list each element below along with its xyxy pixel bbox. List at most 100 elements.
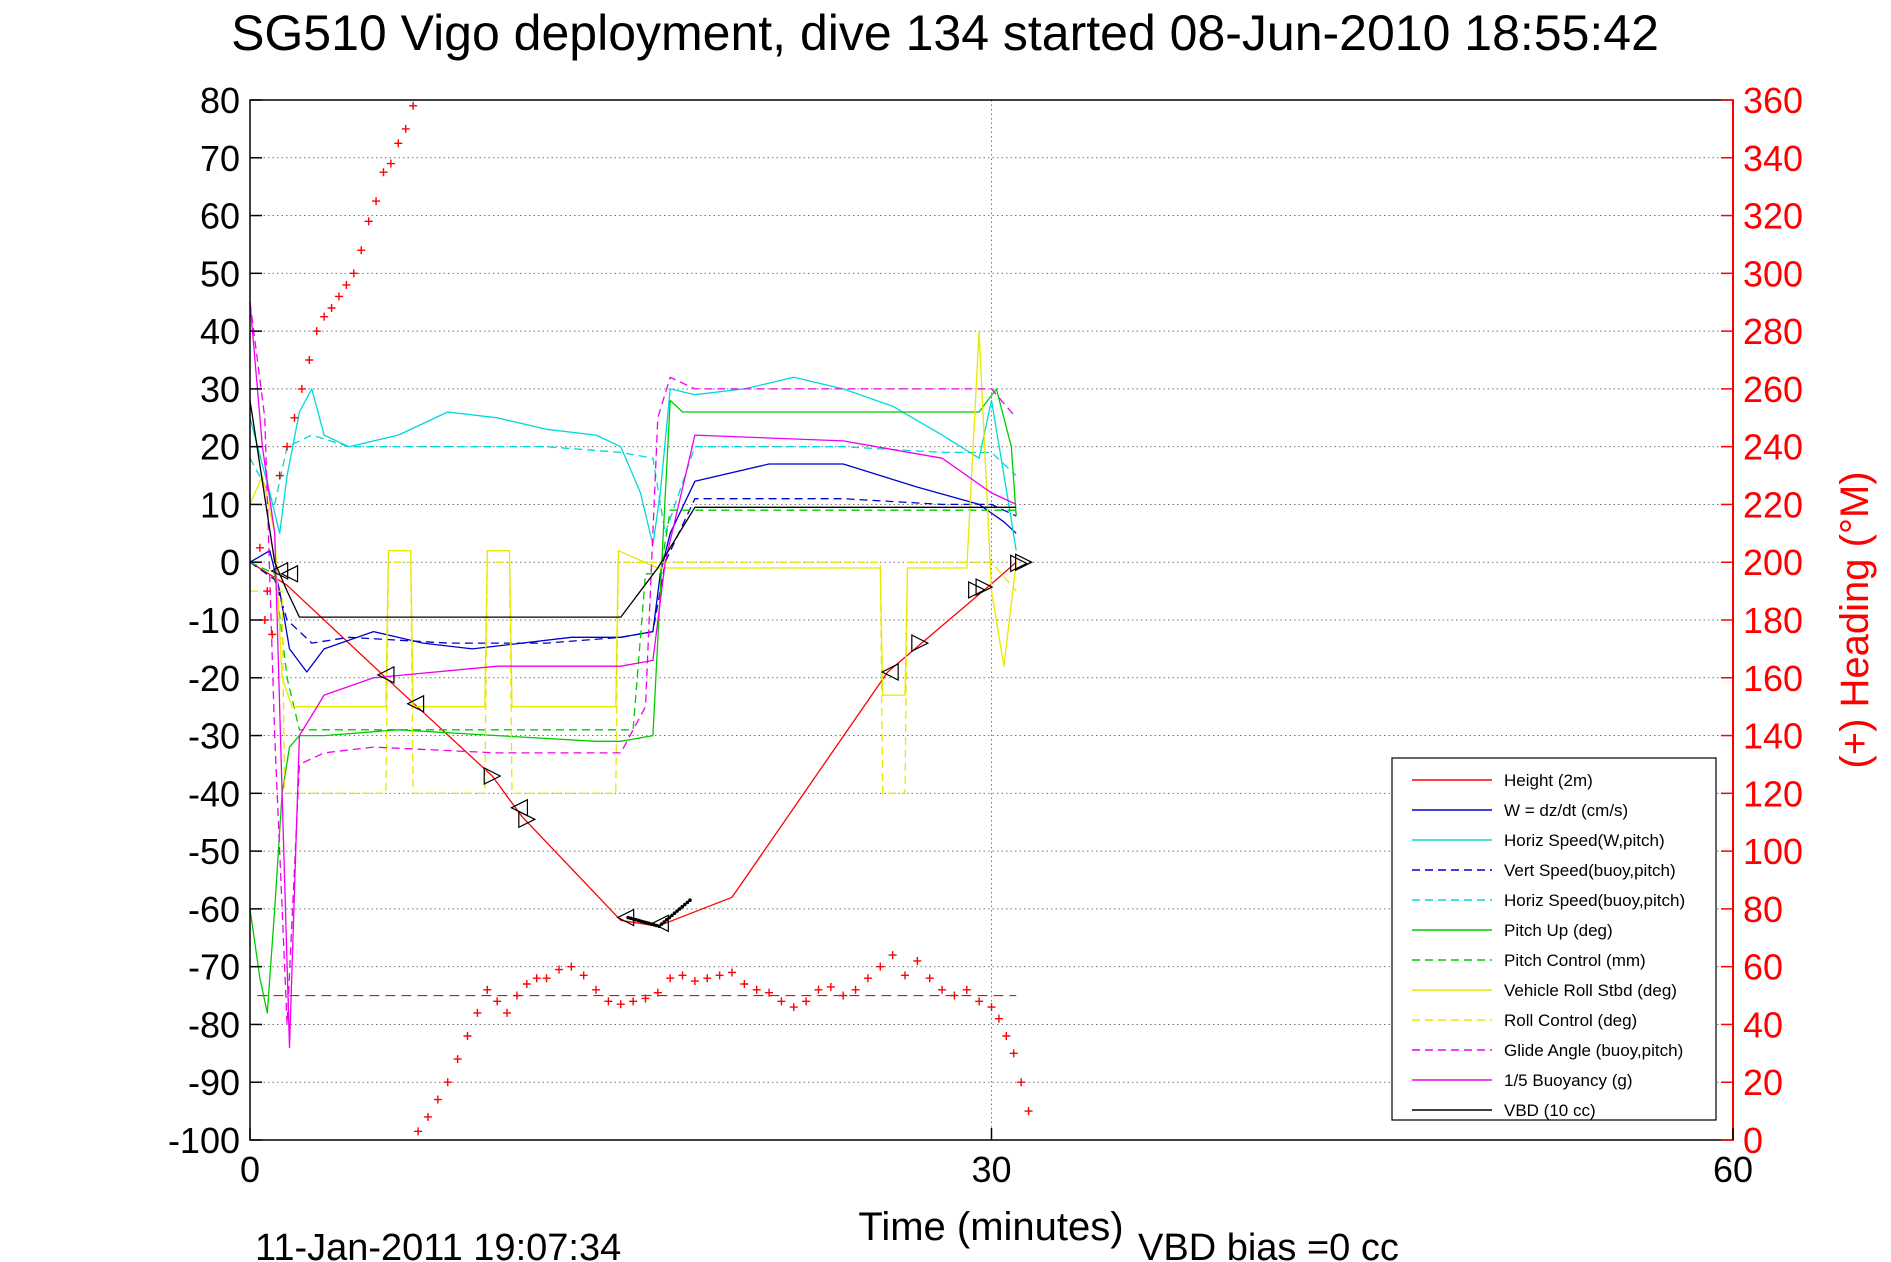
y-tick-label: -10: [188, 600, 240, 641]
y2-tick-label: 200: [1743, 542, 1803, 583]
series-line: [249, 302, 1017, 1026]
heading-point: [987, 1003, 996, 1012]
y-tick-label: 80: [200, 80, 240, 121]
bottom-point: [672, 911, 677, 916]
heading-point: [666, 974, 675, 983]
heading-point: [802, 997, 811, 1006]
gridlines: [250, 100, 1733, 1140]
y2-tick-label: 340: [1743, 138, 1803, 179]
heading-point: [493, 997, 502, 1006]
heading-point: [900, 971, 909, 980]
height-marker: [1010, 554, 1029, 573]
x-axis-label: Time (minutes): [858, 1205, 1123, 1249]
heading-point: [826, 982, 835, 991]
heading-point: [334, 292, 343, 301]
heading-point: [414, 1127, 423, 1136]
y2-tick-label: 360: [1743, 80, 1803, 121]
y-tick-label: -60: [188, 889, 240, 930]
series-line: [249, 376, 1017, 551]
heading-point: [839, 991, 848, 1000]
series-line: [249, 330, 1017, 708]
heading-point: [994, 1014, 1003, 1023]
bottom-point: [657, 924, 661, 929]
y2-tick-label: 180: [1743, 600, 1803, 641]
heading-point: [752, 985, 761, 994]
heading-point: [888, 951, 897, 960]
heading-point: [327, 304, 336, 312]
bottom-point: [662, 920, 667, 924]
height-markers: [270, 553, 1033, 933]
y-tick-label: 60: [200, 196, 240, 237]
heading-point: [255, 543, 264, 552]
height-marker: [376, 665, 395, 684]
heading-point: [268, 630, 277, 639]
heading-point: [423, 1112, 432, 1121]
bottom-point: [675, 909, 679, 913]
y-tick-label: -90: [188, 1062, 240, 1103]
bottom-point: [677, 907, 682, 911]
heading-point: [409, 101, 418, 110]
height-marker: [280, 564, 299, 583]
heading-point: [503, 1008, 512, 1017]
legend-label: Vert Speed(buoy,pitch): [1504, 861, 1676, 880]
bottom-point: [667, 915, 672, 920]
series-lines: [249, 302, 1017, 1049]
heading-point: [579, 971, 588, 980]
legend-label: 1/5 Buoyancy (g): [1504, 1071, 1633, 1090]
heading-point: [592, 985, 601, 994]
legend-label: Pitch Up (deg): [1504, 921, 1613, 940]
heading-point: [567, 962, 576, 971]
heading-point: [876, 962, 885, 971]
bottom-point: [659, 922, 664, 926]
y2-tick-label: 320: [1743, 196, 1803, 237]
heading-point: [616, 1000, 625, 1009]
heading-point: [522, 980, 531, 988]
heading-point: [473, 1008, 482, 1017]
heading-point: [727, 968, 736, 977]
heading-point: [453, 1055, 462, 1064]
legend-label: Horiz Speed(buoy,pitch): [1504, 891, 1685, 910]
y-tick-label: -20: [188, 658, 240, 699]
heading-point: [962, 985, 971, 994]
series-line: [249, 302, 1017, 1049]
y-tick-label: 0: [220, 542, 240, 583]
y-tick-label: 20: [200, 427, 240, 468]
legend-box: [1391, 757, 1717, 1121]
height-marker: [1015, 553, 1033, 572]
heading-point: [342, 280, 351, 289]
heading-point: [715, 971, 724, 980]
series-line: [249, 463, 1017, 673]
y-tick-label: 10: [200, 484, 240, 525]
heading-point: [364, 217, 373, 226]
y2-tick-label: 220: [1743, 484, 1803, 525]
heading-point: [532, 974, 541, 983]
height-marker: [975, 578, 994, 597]
y2-tick-label: 0: [1743, 1120, 1763, 1161]
y-tick-label: 70: [200, 138, 240, 179]
heading-point: [394, 139, 403, 148]
heading-point: [386, 159, 395, 168]
heading-point: [1017, 1078, 1026, 1087]
legend-label: Horiz Speed(W,pitch): [1504, 831, 1665, 850]
height-marker: [880, 663, 899, 681]
height-marker: [483, 767, 502, 785]
y-tick-label: 30: [200, 369, 240, 410]
heading-point: [297, 384, 306, 393]
bottom-point: [688, 898, 692, 903]
series-line: [249, 498, 1017, 644]
heading-point: [777, 997, 786, 1006]
y2-tick-label: 280: [1743, 311, 1803, 352]
x-tick-label: 60: [1713, 1149, 1753, 1190]
heading-point: [275, 471, 284, 480]
right-axis: 3603403203002802602402202001801601401201…: [1721, 80, 1803, 1161]
bottom-point: [664, 917, 669, 922]
height-marker: [911, 634, 930, 653]
y2-tick-label: 300: [1743, 253, 1803, 294]
y2-tick-label: 240: [1743, 427, 1803, 468]
heading-point: [975, 997, 984, 1006]
x-axis: 0 30 60: [240, 1128, 1753, 1190]
heading-point: [463, 1032, 472, 1040]
y-tick-label: -100: [168, 1120, 240, 1161]
heading-point: [925, 974, 934, 983]
